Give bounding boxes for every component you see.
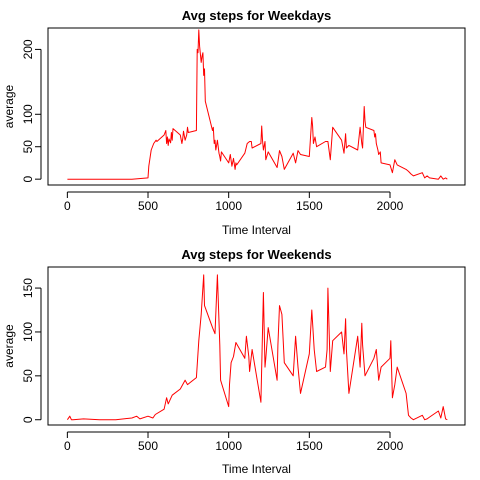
x-tick-label: 2000 [377,199,404,213]
plot-frame [48,28,465,185]
y-tick-label: 100 [21,322,35,342]
x-tick-label: 1000 [215,439,242,453]
x-axis-label: Time Interval [222,462,291,476]
series-line [67,30,447,179]
weekdays-panel: Avg steps for Weekdays 0 500 1000 1500 2000 0 5… [2,8,465,237]
x-axis-label: Time Interval [222,223,291,237]
y-tick-label: 50 [21,369,35,383]
chart-title: Avg steps for Weekends [181,247,331,262]
weekends-panel: Avg steps for Weekends 0 500 1000 1500 2000 0 5… [2,247,465,476]
y-tick-label: 0 [21,176,35,183]
x-tick-label: 0 [64,439,71,453]
y-tick-label: 200 [21,39,35,59]
y-axis-label: average [2,84,16,128]
y-tick-label: 150 [21,278,35,298]
plot-frame [48,267,465,425]
x-tick-label: 1500 [296,199,323,213]
series-line [67,275,447,420]
y-tick-label: 100 [21,104,35,124]
x-tick-label: 500 [138,439,158,453]
y-axis-label: average [2,324,16,368]
y-tick-label: 0 [21,416,35,423]
chart-title: Avg steps for Weekdays [182,8,332,23]
y-tick-label: 50 [21,140,35,154]
x-tick-label: 2000 [377,439,404,453]
x-tick-label: 1000 [215,199,242,213]
x-tick-label: 0 [64,199,71,213]
x-tick-label: 1500 [296,439,323,453]
x-tick-label: 500 [138,199,158,213]
